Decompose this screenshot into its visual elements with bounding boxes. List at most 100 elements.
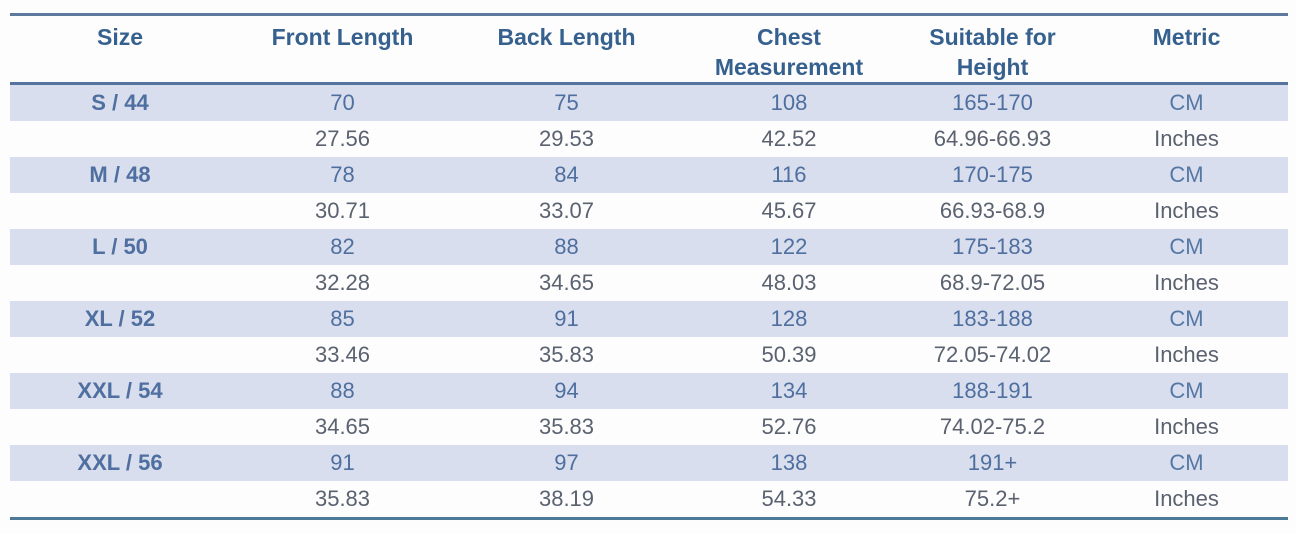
cell-height-range: 74.02-75.2 (939, 414, 1046, 439)
col-header-size-label: Size (96, 24, 144, 50)
cell-metric: Inches (1154, 486, 1219, 511)
cell-front-length: 27.56 (314, 126, 371, 151)
cell-chest-measurement: 128 (678, 301, 900, 337)
col-header-suitable-height-label: Suitable for Height (929, 24, 1056, 80)
cell-metric: CM (1085, 157, 1288, 193)
table-row: M / 48 78 84 116 170-175 CM (10, 157, 1288, 193)
cell-back-length: 88 (455, 229, 678, 265)
col-header-front-length: Front Length (230, 14, 455, 85)
table-row: XL / 52 85 91 128 183-188 CM (10, 301, 1288, 337)
cell-size (10, 337, 230, 373)
cell-front-length: 91 (230, 445, 455, 481)
cell-chest-measurement: 50.39 (761, 342, 817, 367)
table-row: XXL / 54 88 94 134 188-191 CM (10, 373, 1288, 409)
size-chart-table: Size Front Length Back Length Chest Meas… (10, 13, 1288, 520)
cell-chest-measurement: 42.52 (761, 126, 817, 151)
cell-chest-measurement: 134 (678, 373, 900, 409)
cell-size: XXL / 56 (10, 445, 230, 481)
cell-size (10, 481, 230, 519)
cell-back-length: 35.83 (538, 342, 595, 367)
cell-chest-measurement: 48.03 (761, 270, 817, 295)
cell-chest-measurement: 54.33 (761, 486, 817, 511)
cell-back-length: 34.65 (538, 270, 595, 295)
col-header-metric-label: Metric (1152, 24, 1221, 50)
cell-front-length: 82 (230, 229, 455, 265)
cell-height-range: 188-191 (900, 373, 1085, 409)
cell-front-length: 78 (230, 157, 455, 193)
cell-height-range: 183-188 (900, 301, 1085, 337)
cell-metric: CM (1085, 301, 1288, 337)
cell-back-length: 75 (455, 83, 678, 121)
table-row: 30.71 33.07 45.67 66.93-68.9 Inches (10, 193, 1288, 229)
cell-metric: CM (1085, 229, 1288, 265)
cell-height-range: 191+ (900, 445, 1085, 481)
cell-height-range: 165-170 (900, 83, 1085, 121)
cell-size (10, 193, 230, 229)
cell-back-length: 33.07 (538, 198, 595, 223)
col-header-metric: Metric (1085, 14, 1288, 85)
cell-chest-measurement: 138 (678, 445, 900, 481)
cell-chest-measurement: 52.76 (761, 414, 817, 439)
cell-front-length: 35.83 (314, 486, 371, 511)
cell-metric: Inches (1154, 270, 1219, 295)
cell-metric: CM (1085, 445, 1288, 481)
cell-chest-measurement: 116 (678, 157, 900, 193)
cell-chest-measurement: 45.67 (761, 198, 817, 223)
cell-front-length: 88 (230, 373, 455, 409)
table-row: 27.56 29.53 42.52 64.96-66.93 Inches (10, 121, 1288, 157)
cell-front-length: 32.28 (314, 270, 371, 295)
cell-front-length: 34.65 (314, 414, 371, 439)
table-row: 34.65 35.83 52.76 74.02-75.2 Inches (10, 409, 1288, 445)
cell-height-range: 68.9-72.05 (939, 270, 1046, 295)
cell-back-length: 35.83 (538, 414, 595, 439)
cell-front-length: 33.46 (314, 342, 371, 367)
table-row: L / 50 82 88 122 175-183 CM (10, 229, 1288, 265)
cell-metric: Inches (1154, 126, 1219, 151)
header-row: Size Front Length Back Length Chest Meas… (10, 14, 1288, 85)
table-row: S / 44 70 75 108 165-170 CM (10, 83, 1288, 121)
table-row: XXL / 56 91 97 138 191+ CM (10, 445, 1288, 481)
cell-size (10, 409, 230, 445)
col-header-front-length-label: Front Length (271, 24, 414, 50)
cell-back-length: 29.53 (538, 126, 595, 151)
col-header-back-length: Back Length (455, 14, 678, 85)
cell-size: XL / 52 (10, 301, 230, 337)
cell-height-range: 175-183 (900, 229, 1085, 265)
cell-back-length: 94 (455, 373, 678, 409)
cell-back-length: 97 (455, 445, 678, 481)
cell-back-length: 38.19 (538, 486, 595, 511)
cell-metric: CM (1085, 373, 1288, 409)
cell-front-length: 30.71 (314, 198, 371, 223)
col-header-back-length-label: Back Length (497, 24, 636, 50)
size-chart-body: S / 44 70 75 108 165-170 CM 27.56 29.53 … (10, 83, 1288, 519)
cell-metric: CM (1085, 83, 1288, 121)
cell-height-range: 170-175 (900, 157, 1085, 193)
table-row: 32.28 34.65 48.03 68.9-72.05 Inches (10, 265, 1288, 301)
cell-size: L / 50 (10, 229, 230, 265)
cell-height-range: 66.93-68.9 (939, 198, 1046, 223)
table-row: 33.46 35.83 50.39 72.05-74.02 Inches (10, 337, 1288, 373)
cell-height-range: 72.05-74.02 (933, 342, 1052, 367)
cell-chest-measurement: 108 (678, 83, 900, 121)
col-header-chest-measurement-label: Chest Measurement (714, 24, 864, 80)
cell-metric: Inches (1154, 342, 1219, 367)
cell-size (10, 265, 230, 301)
cell-size (10, 121, 230, 157)
cell-back-length: 91 (455, 301, 678, 337)
cell-metric: Inches (1154, 198, 1219, 223)
cell-height-range: 75.2+ (964, 486, 1021, 511)
cell-metric: Inches (1154, 414, 1219, 439)
cell-size: XXL / 54 (10, 373, 230, 409)
cell-size: S / 44 (10, 83, 230, 121)
table-row: 35.83 38.19 54.33 75.2+ Inches (10, 481, 1288, 519)
cell-chest-measurement: 122 (678, 229, 900, 265)
col-header-chest-measurement: Chest Measurement (678, 14, 900, 85)
cell-back-length: 84 (455, 157, 678, 193)
cell-front-length: 85 (230, 301, 455, 337)
col-header-size: Size (10, 14, 230, 85)
cell-size: M / 48 (10, 157, 230, 193)
cell-height-range: 64.96-66.93 (933, 126, 1052, 151)
col-header-suitable-height: Suitable for Height (900, 14, 1085, 85)
cell-front-length: 70 (230, 83, 455, 121)
